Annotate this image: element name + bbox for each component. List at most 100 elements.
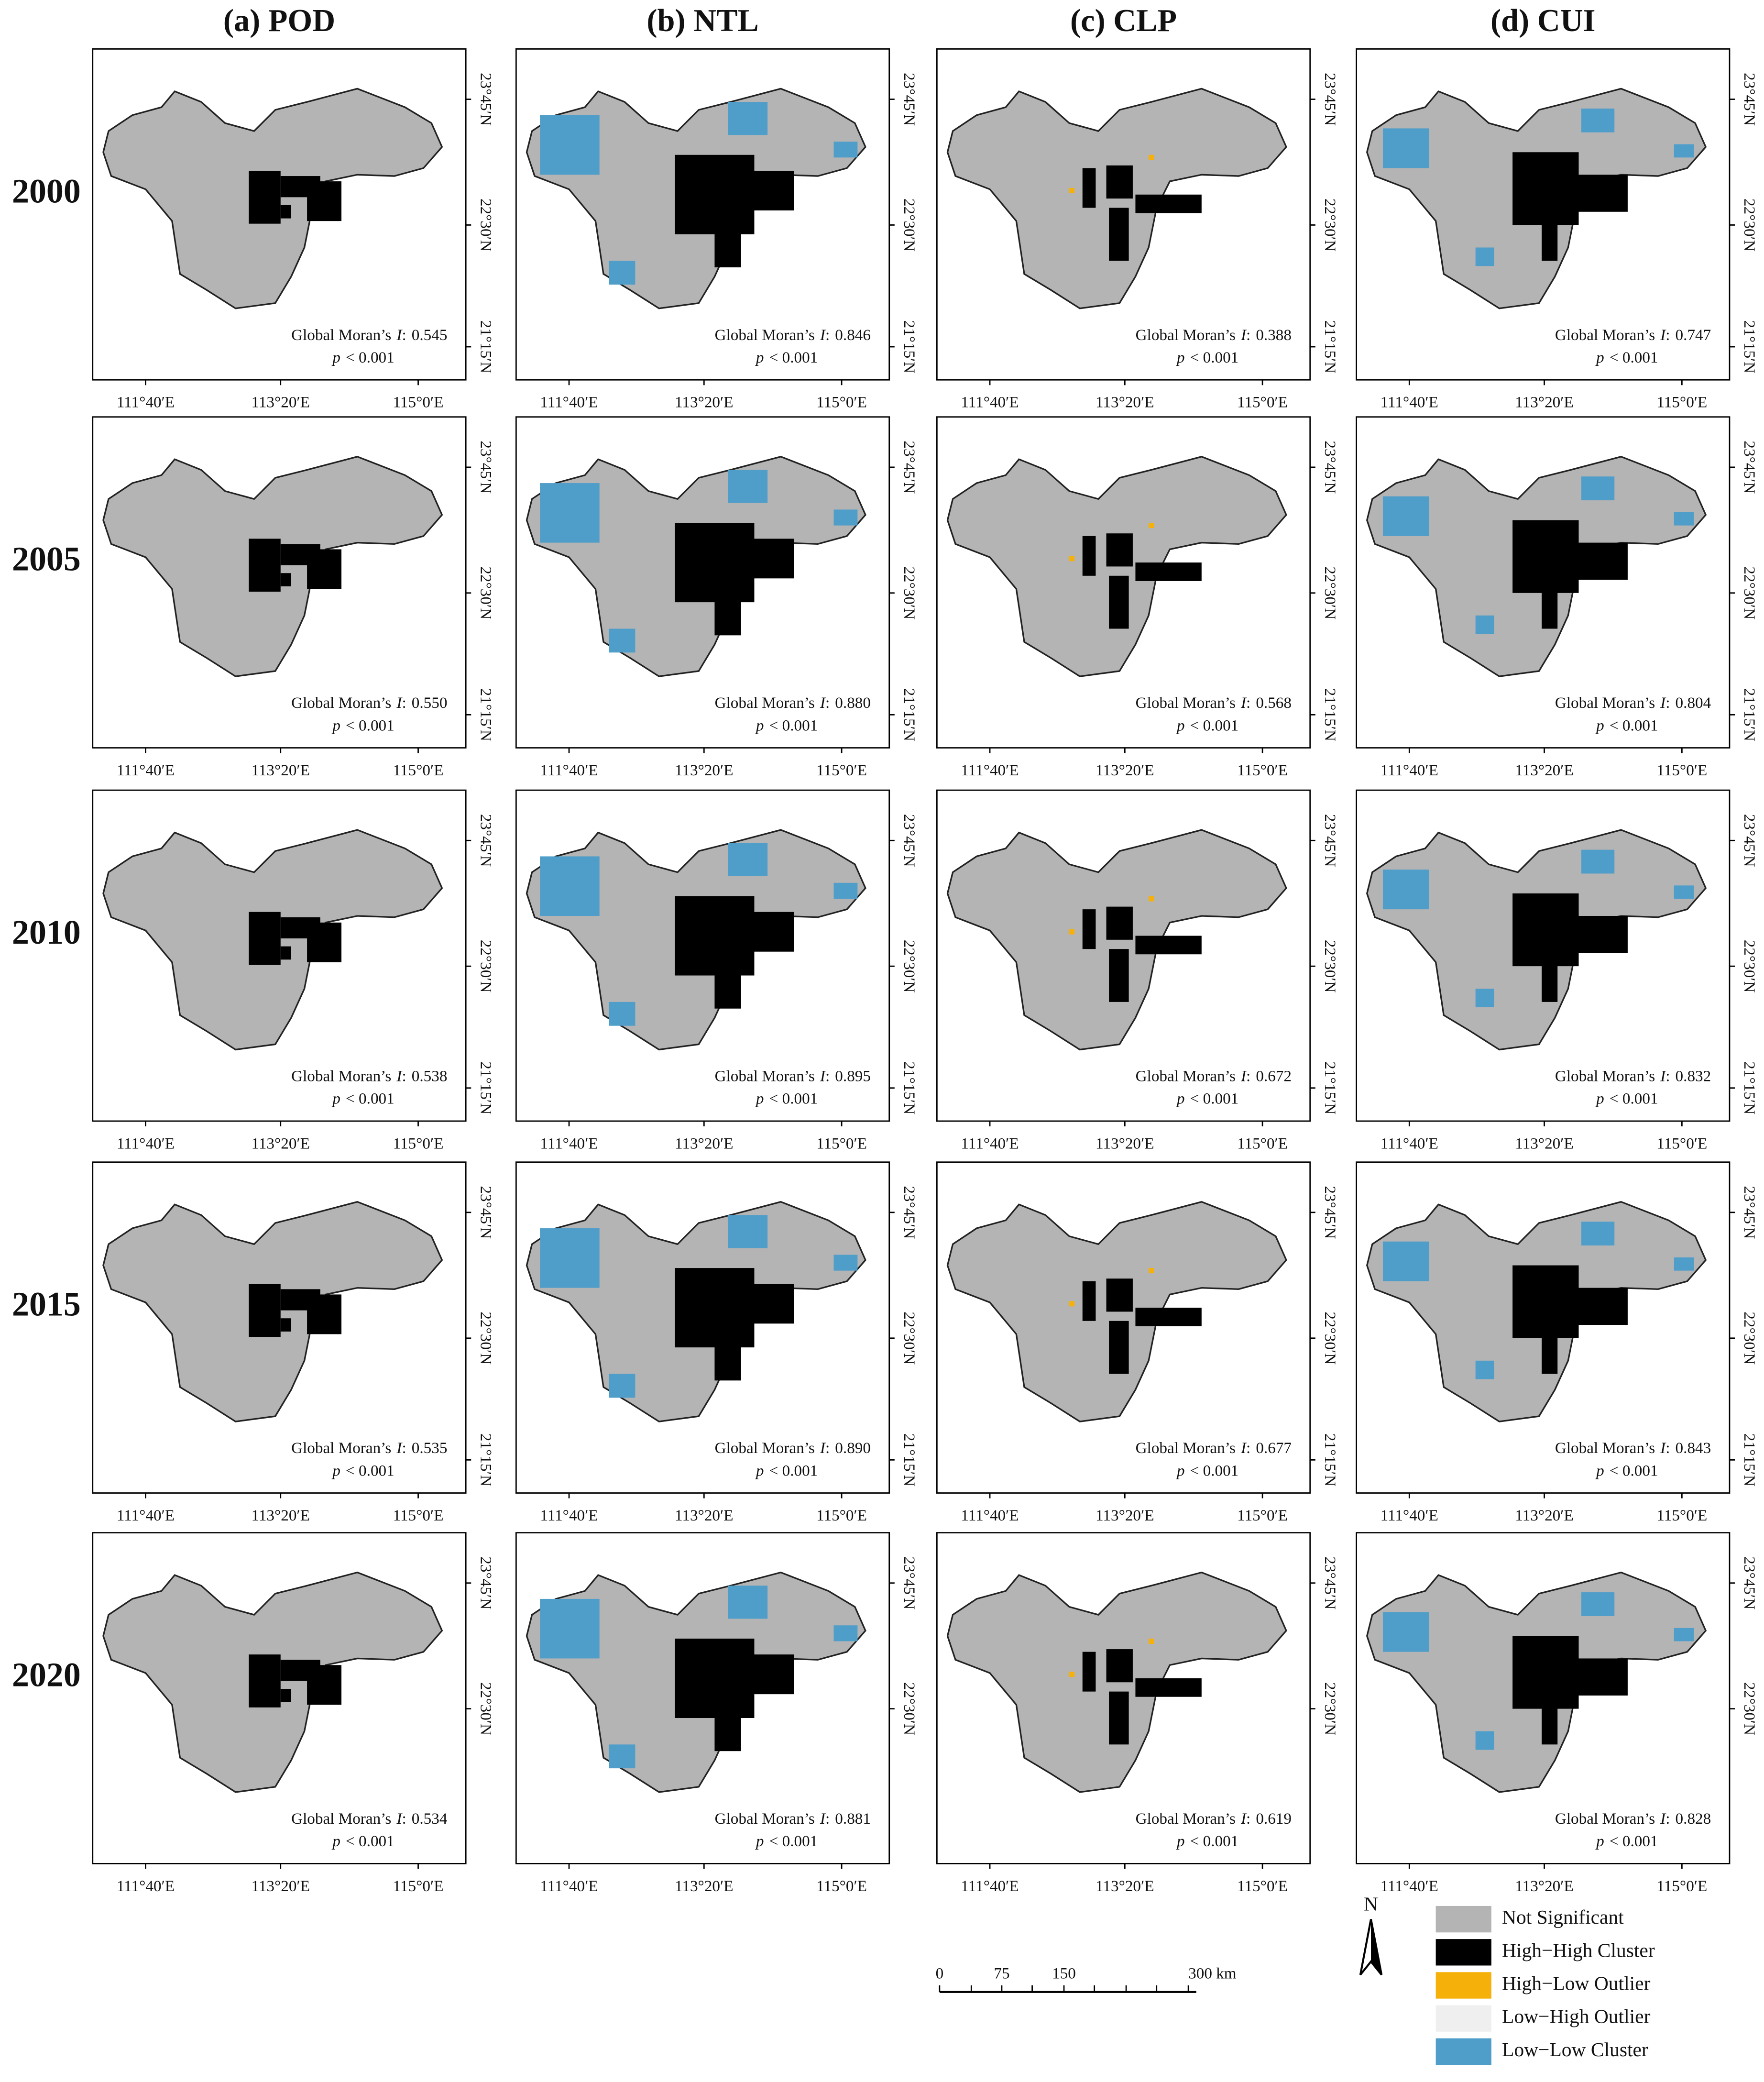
moran-colon: : [402,1439,406,1457]
moran-label: Global Moran’s [291,694,391,712]
high-high-area [1512,520,1579,593]
low-low-area [1674,1628,1694,1641]
lon-tick-label: 115°0′E [1656,1135,1707,1152]
lat-tick-label: 23°45′N [477,814,494,867]
lon-tick-label: 111°40′E [1381,1507,1438,1524]
moran-value: 0.538 [412,1067,448,1085]
high-high-area [1542,589,1558,629]
p-value: < 0.001 [1610,1462,1658,1479]
moran-label: Global Moran’s [291,1067,391,1085]
moran-value: 0.890 [835,1439,871,1457]
moran-label: Global Moran’s [715,326,815,344]
high-high-area [714,589,741,636]
p-symbol: p [755,716,764,734]
moran-label: Global Moran’s [1136,694,1236,712]
moran-symbol: I [1240,1439,1247,1457]
p-symbol: p [331,349,340,366]
high-high-area [249,539,281,592]
lat-tick-label: 23°45′N [900,73,918,126]
lon-tick-label: 111°40′E [540,761,598,779]
low-low-area [833,142,858,158]
lat-tick-label: 21°15′N [477,1061,494,1114]
high-low-cell [1149,896,1154,902]
moran-colon: : [1246,326,1250,344]
p-text: p < 0.001 [755,716,818,734]
high-high-area [1106,165,1133,199]
legend-swatch [1435,1906,1491,1933]
p-symbol: p [1176,716,1185,734]
p-value: < 0.001 [1610,1832,1658,1850]
lon-tick-label: 111°40′E [961,1135,1019,1152]
p-symbol: p [1595,1832,1604,1850]
moran-colon: : [1246,1439,1250,1457]
lat-tick-label: 21°15′N [1741,688,1758,741]
moran-symbol: I [1660,1439,1666,1457]
lon-tick-label: 113°20′E [1515,1507,1574,1524]
low-low-area [609,1002,635,1026]
lat-tick-label: 21°15′N [477,320,494,374]
lon-tick-label: 115°0′E [1237,1877,1288,1895]
low-low-area [1674,885,1694,899]
high-high-area [1135,562,1202,581]
legend-label: Low−High Outlier [1502,2005,1651,2027]
moran-symbol: I [820,1067,826,1085]
p-text: p < 0.001 [1176,716,1238,734]
lat-tick-label: 21°15′N [1741,1433,1758,1487]
high-high-area [1082,168,1096,208]
lon-tick-label: 113°20′E [1515,761,1574,779]
moran-symbol: I [1240,1810,1247,1828]
moran-text: Global Moran’s I: 0.545 [291,326,447,344]
lat-tick-label: 21°15′N [900,1433,918,1487]
low-low-area [833,509,858,526]
moran-symbol: I [1240,694,1247,712]
moran-colon: : [1665,694,1670,712]
moran-symbol: I [396,326,403,344]
moran-colon: : [1665,326,1670,344]
moran-label: Global Moran’s [1136,1067,1236,1085]
moran-colon: : [1665,1067,1670,1085]
lon-tick-label: 115°0′E [816,1135,867,1152]
p-text: p < 0.001 [331,1090,394,1107]
lon-tick-label: 113°20′E [675,1877,734,1895]
lat-tick-label: 23°45′N [1741,1186,1758,1239]
low-low-area [1674,144,1694,158]
high-high-area [280,205,291,219]
map-panel: 111°40′E 113°20′E 115°0′E 23°45′N 22°30′N 21°… [92,416,494,779]
low-low-area [833,882,858,899]
moran-text: Global Moran’s I: 0.828 [1555,1810,1711,1828]
lon-tick-label: 115°0′E [816,394,867,411]
low-low-area [540,483,600,543]
lon-tick-label: 111°40′E [540,1877,598,1895]
lon-tick-label: 111°40′E [961,1507,1019,1524]
high-high-area [1542,221,1558,261]
p-symbol: p [1595,1462,1604,1479]
high-low-cell [1069,1301,1075,1307]
p-symbol: p [331,1832,340,1850]
lon-tick-label: 111°40′E [1381,761,1438,779]
moran-value: 0.843 [1676,1439,1711,1457]
p-value: < 0.001 [1190,1832,1239,1850]
moran-label: Global Moran’s [1136,1810,1236,1828]
lat-tick-label: 23°45′N [1321,1556,1339,1609]
p-text: p < 0.001 [755,1462,818,1479]
lat-tick-label: 22°30′N [1321,198,1339,252]
moran-value: 0.545 [412,326,448,344]
lat-tick-label: 22°30′N [1741,566,1758,619]
lon-tick-label: 115°0′E [1656,1877,1707,1895]
low-low-area [540,115,600,175]
moran-label: Global Moran’s [715,1810,815,1828]
moran-label: Global Moran’s [291,1810,391,1828]
lon-tick-label: 111°40′E [1381,394,1438,411]
lon-tick-label: 115°0′E [393,1507,444,1524]
map-panel: 111°40′E 113°20′E 115°0′E 23°45′N 22°30′N 21°… [515,48,918,411]
lat-tick-label: 23°45′N [900,814,918,867]
moran-text: Global Moran’s I: 0.619 [1136,1810,1292,1828]
p-text: p < 0.001 [1176,349,1238,366]
lon-tick-label: 113°20′E [1515,1877,1574,1895]
high-high-area [1568,542,1628,580]
legend-swatch [1435,1972,1491,1999]
high-low-cell [1069,556,1075,562]
moran-label: Global Moran’s [1555,1810,1655,1828]
p-value: < 0.001 [769,349,818,366]
low-low-area [833,1625,858,1641]
